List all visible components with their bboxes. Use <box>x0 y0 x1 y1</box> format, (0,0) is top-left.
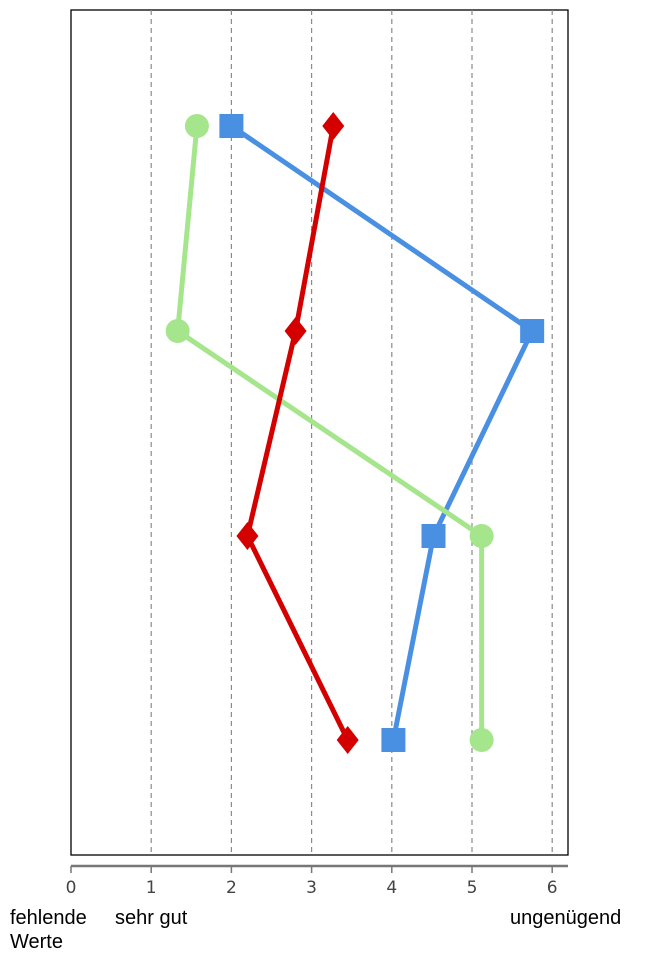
x-tick-label-3: 3 <box>306 878 317 898</box>
profile-chart: 0 1 2 3 4 5 6 <box>66 9 569 898</box>
x-tick-label-6: 6 <box>547 878 558 898</box>
circle-point-4 <box>469 728 494 752</box>
circle-point-3 <box>469 524 494 548</box>
square-point-4 <box>381 728 406 752</box>
series-diamond <box>236 112 359 754</box>
diamond-point-1 <box>322 112 345 140</box>
square-point-2 <box>520 319 545 343</box>
diamond-point-2 <box>284 317 307 345</box>
diamond-point-4 <box>336 726 359 754</box>
circle-point-2 <box>165 319 190 343</box>
very-good-label: sehr gut <box>115 907 188 929</box>
series-line-circle <box>175 123 485 743</box>
missing-values-line1: fehlende <box>10 907 87 929</box>
x-axis: 0 1 2 3 4 5 6 <box>66 864 568 898</box>
series-square <box>219 114 545 752</box>
square-point-1 <box>219 114 244 138</box>
square-point-3 <box>421 524 446 548</box>
series-line-square <box>228 123 535 743</box>
x-tick-label-2: 2 <box>226 878 237 898</box>
diamond-point-3 <box>236 522 259 550</box>
series-layer <box>165 112 545 754</box>
missing-values-label: fehlende Werte <box>10 906 87 954</box>
circle-point-1 <box>184 114 209 138</box>
x-tick-label-1: 1 <box>146 878 157 898</box>
x-tick-label-5: 5 <box>467 878 478 898</box>
series-line-diamond <box>244 123 351 743</box>
x-tick-label-4: 4 <box>386 878 397 898</box>
x-tick-label-0: 0 <box>66 878 77 898</box>
missing-values-line2: Werte <box>10 931 63 953</box>
series-circle <box>165 114 494 752</box>
grid-lines <box>150 10 553 855</box>
plot-frame <box>70 9 569 856</box>
insufficient-label: ungenügend <box>510 907 622 929</box>
